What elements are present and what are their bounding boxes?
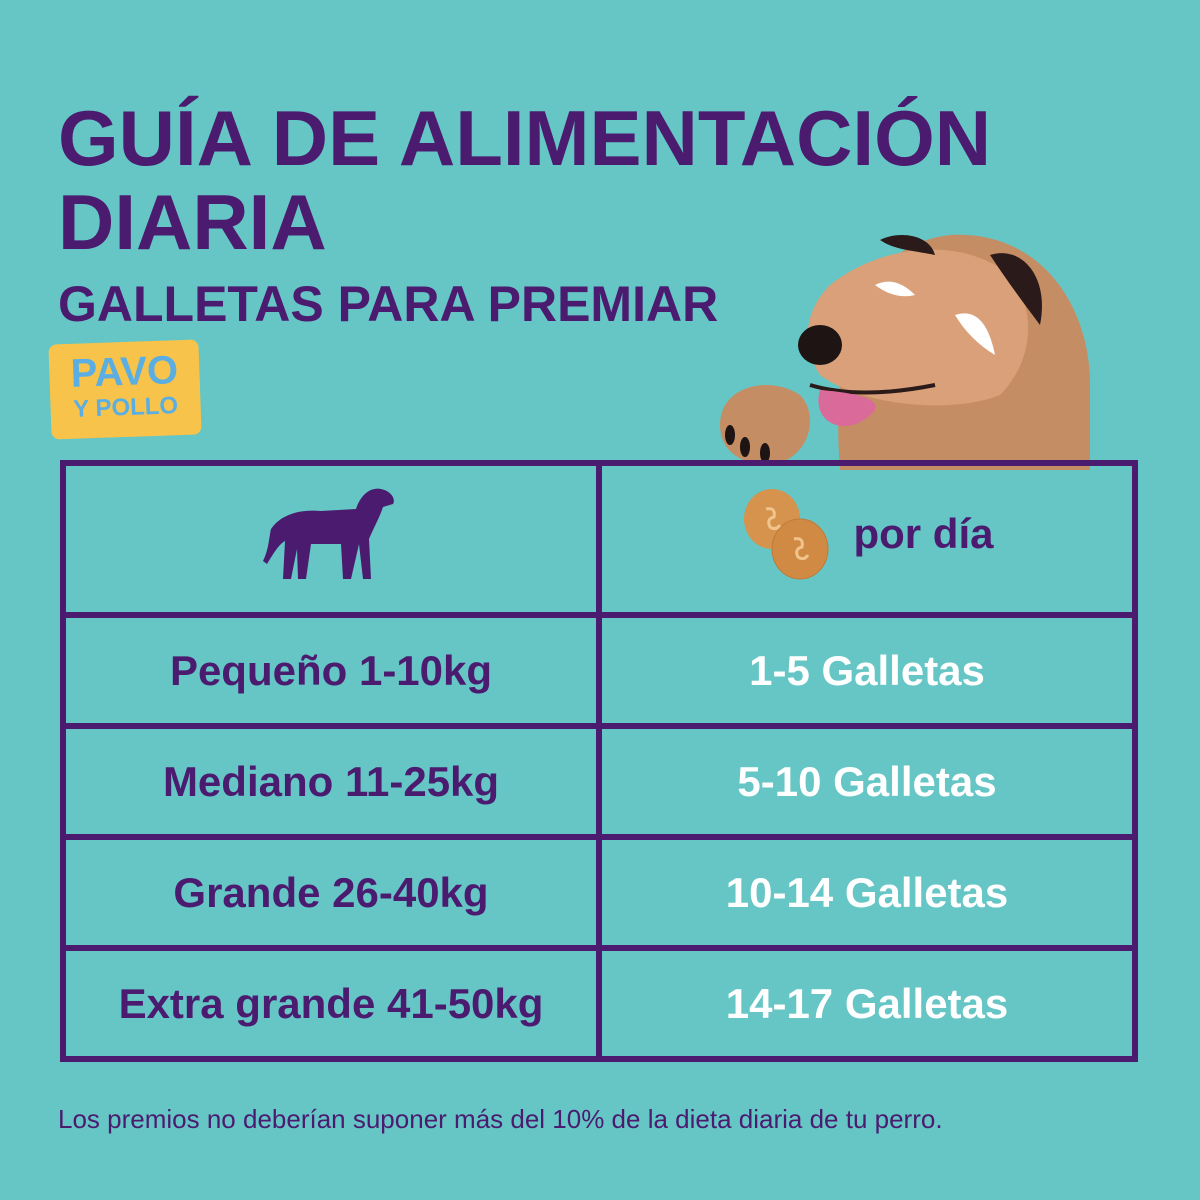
table-row: Grande 26-40kg 10-14 Galletas (60, 834, 1138, 951)
badge-line2: Y POLLO (72, 392, 179, 423)
page-subtitle: GALLETAS PARA PREMIAR (58, 276, 719, 332)
dog-illustration (720, 234, 1090, 470)
amount-cell: 5-10 Galletas (596, 723, 1138, 840)
header-size-cell (60, 460, 602, 618)
dog-silhouette-icon (263, 488, 394, 579)
table-header-row: por día (60, 460, 1138, 618)
flavor-badge: PAVO Y POLLO (48, 339, 202, 440)
per-day-label: por día (853, 510, 994, 557)
cookies-icon (744, 488, 829, 579)
size-cell: Extra grande 41-50kg (60, 945, 602, 1062)
feeding-table: por día Pequeño 1-10kg 1-5 Galletas Media… (60, 460, 1138, 1062)
table-row: Extra grande 41-50kg 14-17 Galletas (60, 945, 1138, 1062)
amount-cell: 10-14 Galletas (596, 834, 1138, 951)
table-row: Mediano 11-25kg 5-10 Galletas (60, 723, 1138, 840)
table-row: Pequeño 1-10kg 1-5 Galletas (60, 612, 1138, 729)
size-cell: Pequeño 1-10kg (60, 612, 602, 729)
page-title: GUÍA DE ALIMENTACIÓN DIARIA (58, 94, 992, 266)
amount-cell: 14-17 Galletas (596, 945, 1138, 1062)
size-cell: Grande 26-40kg (60, 834, 602, 951)
badge-line1: PAVO (69, 348, 179, 396)
footer-note: Los premios no deberían suponer más del … (58, 1104, 943, 1134)
amount-cell: 1-5 Galletas (596, 612, 1138, 729)
size-cell: Mediano 11-25kg (60, 723, 602, 840)
header-amount-cell: por día (596, 460, 1138, 618)
